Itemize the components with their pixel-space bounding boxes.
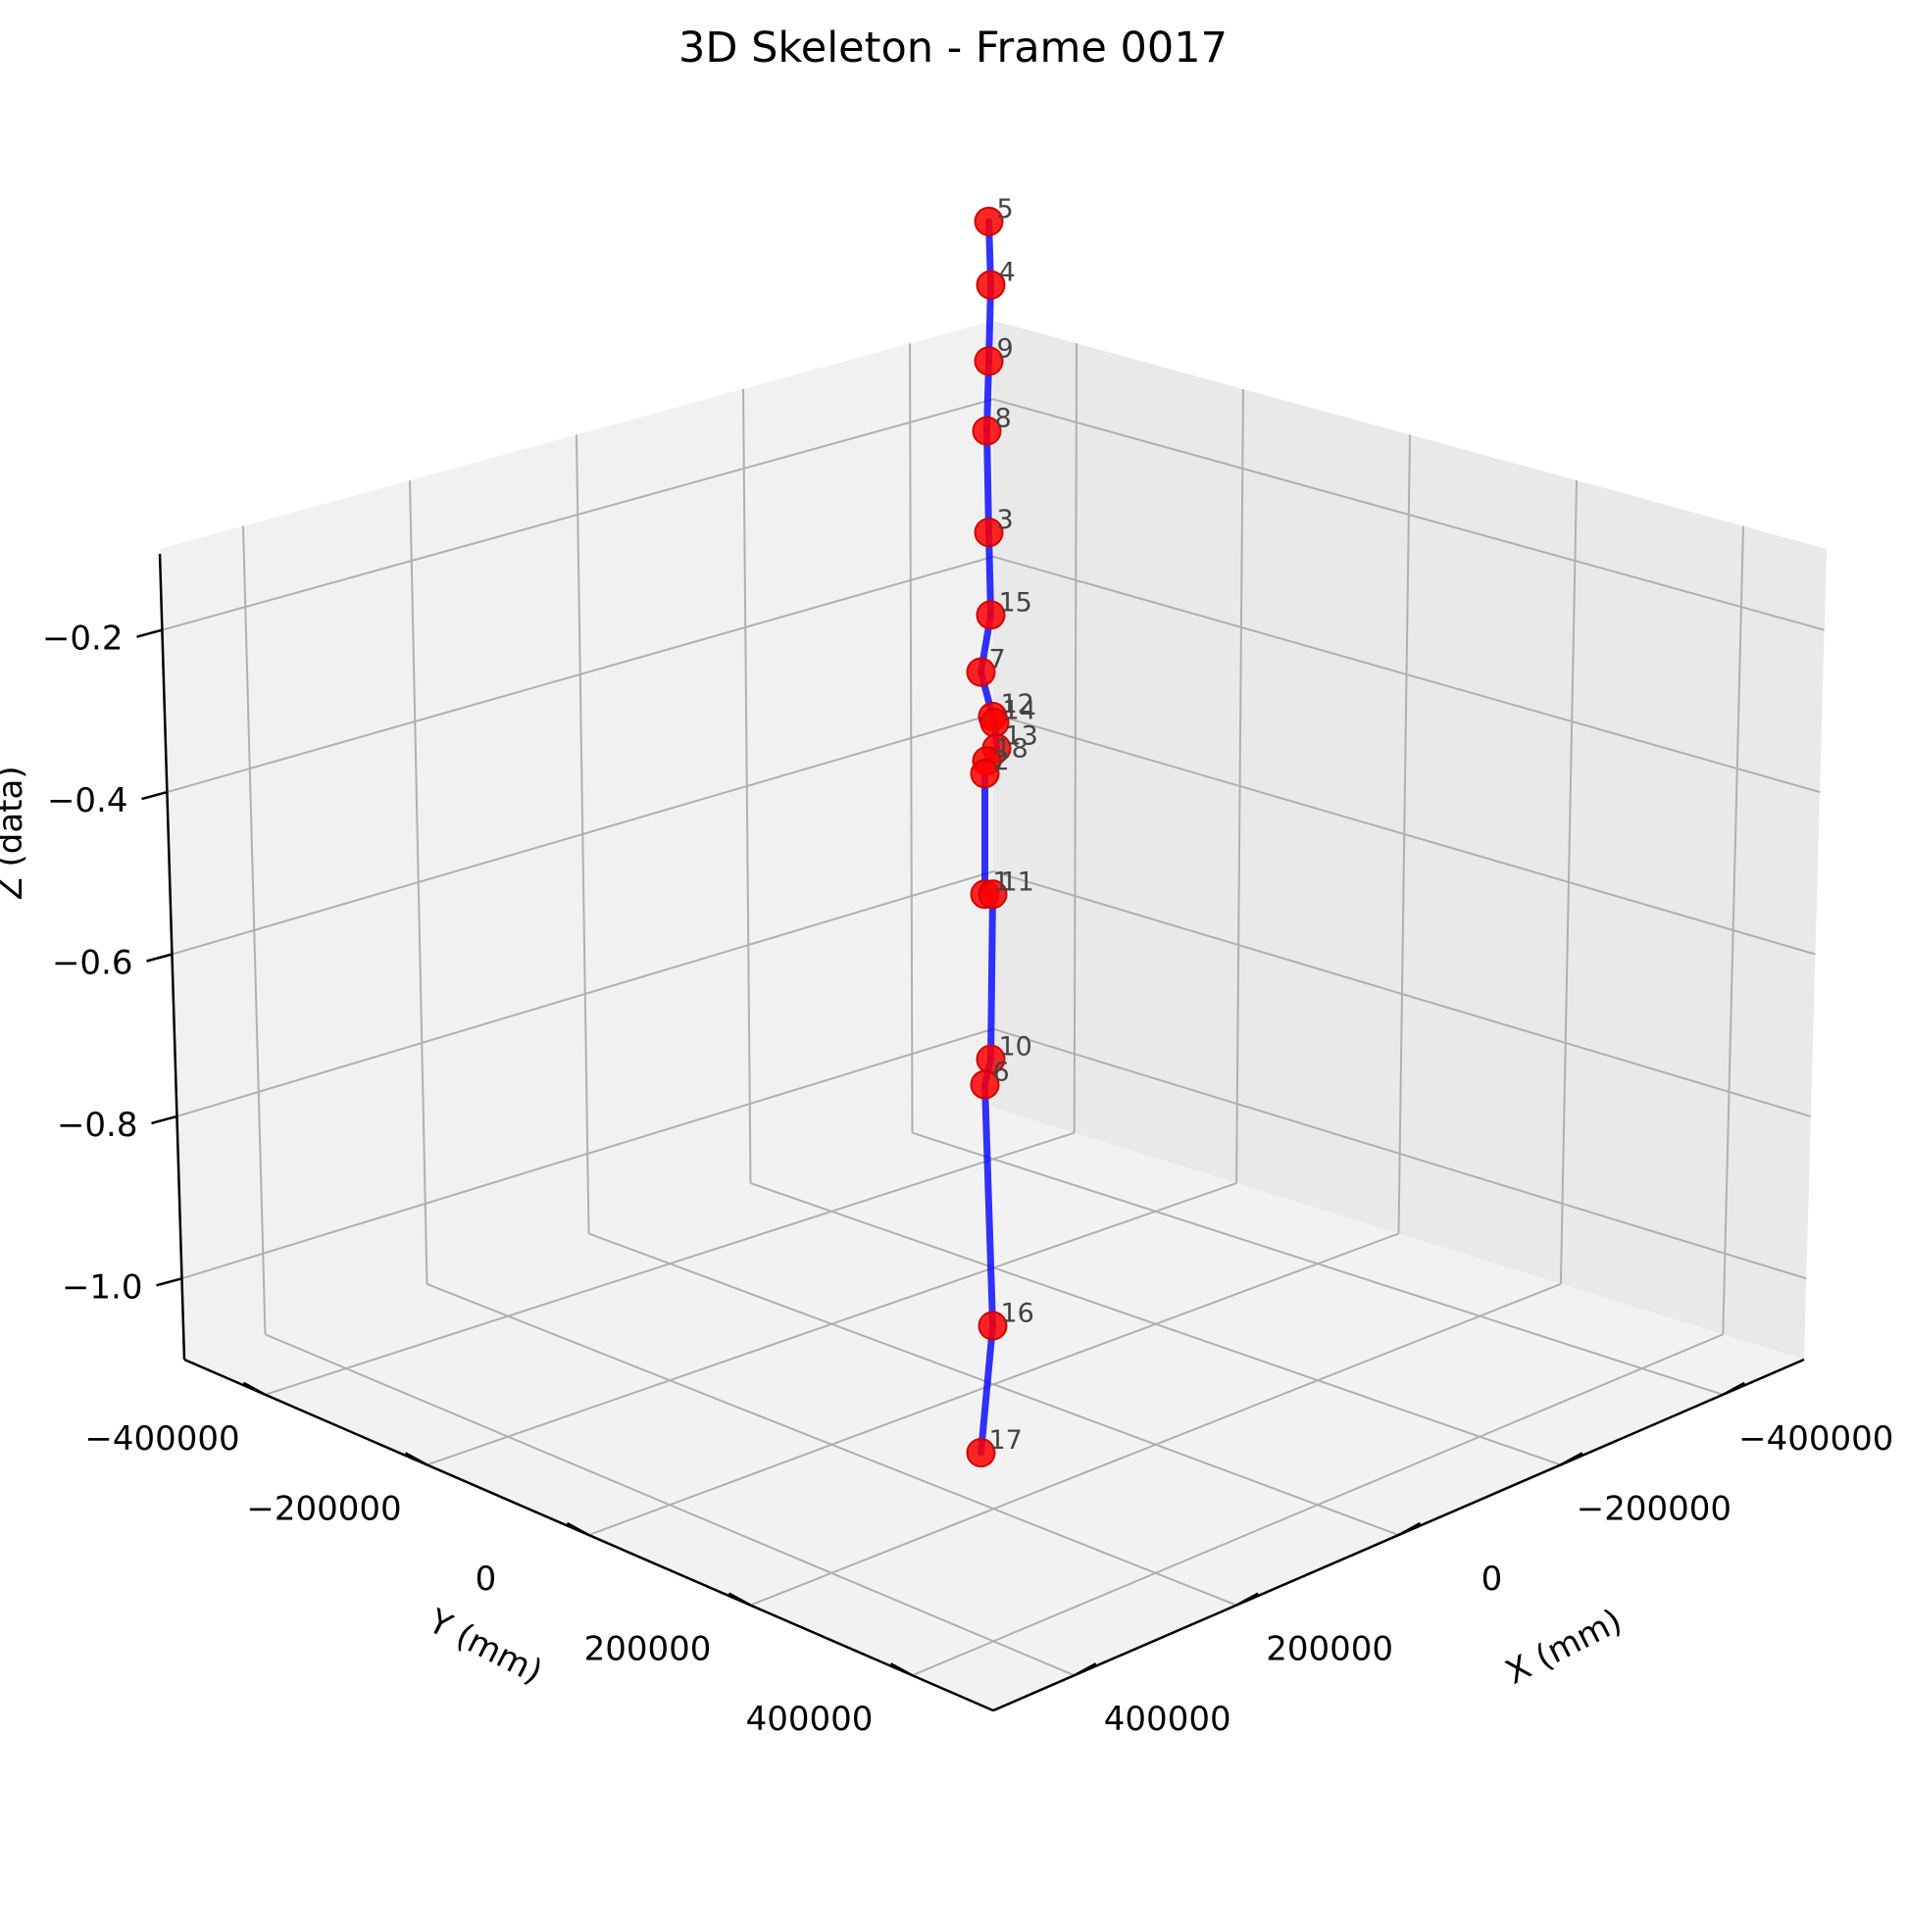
x-tick-label: −200000 [1577, 1489, 1731, 1528]
skeleton-joints [966, 206, 1012, 1468]
bone-11-10 [987, 890, 996, 1064]
joint-3 [974, 518, 1004, 548]
x-tick-label: 200000 [1266, 1630, 1393, 1669]
z-wall-gridline [162, 398, 1825, 631]
joint-label-2: 2 [993, 746, 1010, 776]
x-axis-label: X (mm) [1499, 1602, 1628, 1693]
bone-8-3 [983, 427, 992, 536]
y-axis-line [183, 1358, 994, 1712]
z-tick [141, 790, 168, 801]
y-tick-label: −200000 [246, 1489, 401, 1528]
joint-label-11: 11 [1001, 867, 1034, 897]
joint-11 [978, 879, 1008, 910]
z-tick [156, 1277, 182, 1287]
joint-label-8: 8 [995, 404, 1012, 434]
axes [136, 553, 1805, 1712]
joint-label-6: 6 [993, 1058, 1010, 1088]
chart-title: 3D Skeleton - Frame 0017 [678, 24, 1228, 73]
y-tick-label: 400000 [746, 1700, 874, 1739]
z-tick-label: −1.0 [62, 1267, 143, 1307]
joint-9 [974, 346, 1004, 376]
y-axis-label: Y (mm) [422, 1602, 549, 1693]
joint-4 [976, 270, 1006, 300]
joint-label-16: 16 [1001, 1299, 1034, 1329]
joint-label-18: 18 [995, 733, 1029, 764]
y-floor-gridline [912, 1333, 1724, 1677]
z-tick [151, 1115, 177, 1125]
bone-16-17 [978, 1322, 996, 1457]
z-axis-line [158, 553, 186, 1361]
x-tick-label: −400000 [1738, 1419, 1893, 1459]
joint-label-1: 1 [993, 867, 1010, 897]
x-tick-label: 400000 [1104, 1700, 1231, 1739]
pane-left [160, 321, 993, 1360]
z-tick [136, 628, 163, 638]
joint-label-14: 14 [1003, 695, 1036, 725]
joint-label-4: 4 [999, 258, 1016, 288]
joint-label-9: 9 [997, 333, 1014, 364]
y-floor-gridline [427, 1182, 1237, 1466]
z-tick [146, 953, 173, 963]
y-tick-label: −400000 [84, 1419, 239, 1459]
z-axis-label: Z (data) [0, 766, 30, 900]
joint-label-15: 15 [999, 587, 1032, 618]
z-tick-label: −0.2 [42, 619, 124, 659]
joint-8 [972, 416, 1002, 446]
pane-right [993, 321, 1827, 1360]
y-floor-gridline [588, 1232, 1399, 1536]
joint-2 [970, 759, 1000, 789]
x-tick-label: 0 [1481, 1560, 1503, 1599]
y-tick-label: 200000 [584, 1630, 712, 1669]
z-wall-gridline [176, 870, 1812, 1117]
joint-label-10: 10 [999, 1032, 1032, 1063]
tick-labels: −400000−2000000200000400000−400000−20000… [42, 619, 1894, 1739]
joint-5 [974, 206, 1004, 236]
joint-15 [976, 600, 1006, 630]
y-tick-label: 0 [476, 1560, 497, 1599]
joint-label-5: 5 [997, 194, 1014, 224]
joint-label-13: 13 [1005, 720, 1038, 751]
pane-floor [184, 1108, 1804, 1710]
joint-17 [966, 1438, 996, 1468]
joint-16 [978, 1311, 1008, 1341]
y-floor-gridline [265, 1131, 1076, 1396]
joint-label-12: 12 [1001, 689, 1034, 719]
joint-label-17: 17 [989, 1425, 1023, 1456]
z-tick-label: −0.4 [47, 781, 128, 820]
joint-7 [966, 657, 996, 687]
z-tick-label: −0.8 [57, 1106, 138, 1145]
bone-6-16 [981, 1081, 996, 1330]
joint-label-3: 3 [997, 505, 1014, 535]
z-tick-label: −0.6 [52, 944, 133, 983]
y-floor-gridline [750, 1282, 1562, 1607]
joint-label-7: 7 [989, 645, 1006, 675]
z-wall-gridline [167, 555, 1821, 794]
x-axis-line [992, 1358, 1805, 1712]
joint-6 [970, 1069, 1000, 1100]
